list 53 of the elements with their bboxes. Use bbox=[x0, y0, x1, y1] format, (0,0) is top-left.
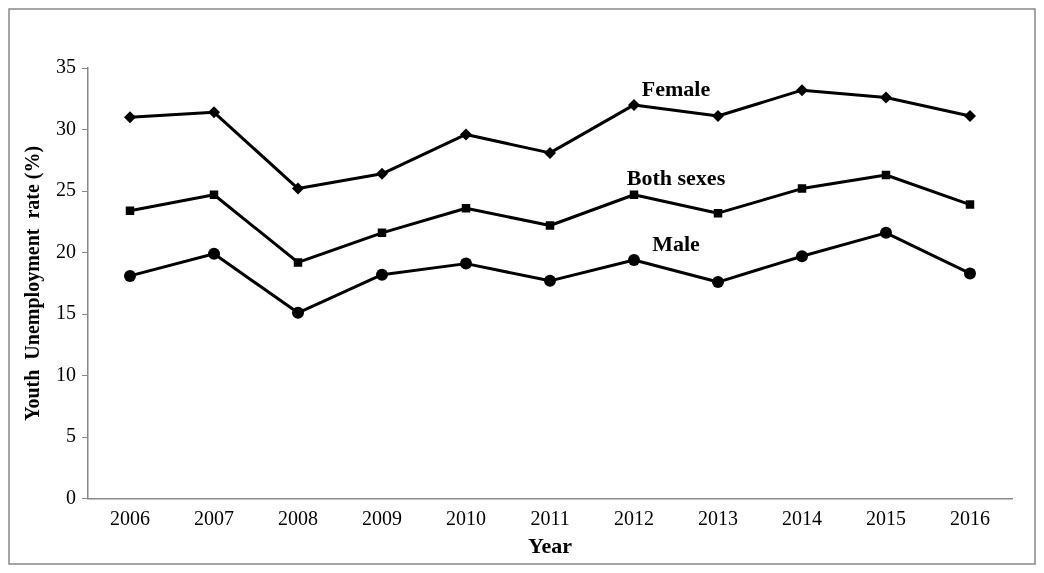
point bbox=[796, 84, 808, 97]
point bbox=[293, 258, 303, 267]
y-tick-label: 10 bbox=[56, 362, 76, 385]
series-label: Both sexes bbox=[626, 165, 726, 191]
series-label: Male bbox=[652, 230, 701, 256]
y-tick-label: 30 bbox=[56, 116, 76, 139]
point bbox=[797, 184, 807, 193]
point bbox=[712, 276, 724, 289]
point bbox=[628, 253, 640, 266]
y-tick-label: 0 bbox=[66, 485, 76, 508]
point bbox=[545, 221, 555, 230]
point bbox=[544, 146, 556, 159]
point bbox=[712, 109, 724, 122]
point bbox=[628, 98, 640, 111]
y-tick-label: 5 bbox=[66, 424, 76, 447]
y-tick-label: 20 bbox=[56, 239, 76, 262]
point bbox=[208, 247, 220, 260]
point bbox=[125, 206, 135, 215]
point bbox=[629, 190, 639, 199]
point bbox=[460, 257, 472, 270]
x-axis-title: Year bbox=[528, 533, 573, 559]
point bbox=[376, 167, 388, 180]
x-tick-label: 2012 bbox=[614, 506, 654, 529]
x-tick-label: 2015 bbox=[866, 506, 906, 529]
x-tick-label: 2013 bbox=[698, 506, 738, 529]
x-tick-label: 2008 bbox=[278, 506, 318, 529]
series-label: Female bbox=[641, 75, 711, 101]
x-tick-label: 2010 bbox=[446, 506, 486, 529]
y-tick-label: 35 bbox=[56, 55, 76, 78]
point bbox=[880, 91, 892, 104]
x-tick-label: 2009 bbox=[362, 506, 402, 529]
point bbox=[376, 268, 388, 281]
point bbox=[544, 274, 556, 287]
y-tick-label: 15 bbox=[56, 301, 76, 324]
x-tick-label: 2006 bbox=[110, 506, 150, 529]
x-tick-label: 2007 bbox=[194, 506, 234, 529]
point bbox=[965, 200, 975, 209]
point bbox=[124, 269, 136, 282]
point bbox=[292, 182, 304, 195]
point bbox=[964, 109, 976, 122]
x-tick-label: 2014 bbox=[782, 506, 822, 529]
point bbox=[964, 267, 976, 280]
y-axis-title: Youth Unemployment rate (%) bbox=[21, 145, 45, 421]
point bbox=[880, 226, 892, 239]
point bbox=[208, 106, 220, 119]
y-tick-label: 25 bbox=[56, 178, 76, 201]
point bbox=[796, 250, 808, 263]
x-tick-label: 2016 bbox=[950, 506, 990, 529]
point bbox=[124, 111, 136, 124]
point bbox=[460, 128, 472, 141]
point bbox=[209, 190, 219, 199]
point bbox=[292, 306, 304, 319]
x-tick-label: 2011 bbox=[530, 506, 570, 529]
